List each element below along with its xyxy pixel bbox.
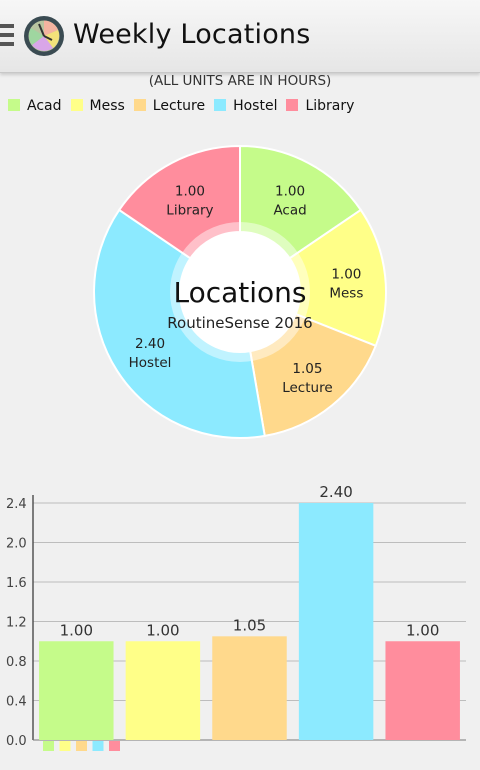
legend-label: Acad — [27, 98, 62, 114]
legend-label: Library — [305, 98, 354, 114]
bar-value-label: 1.05 — [233, 616, 266, 634]
legend-swatch — [286, 99, 298, 111]
bar-value-label: 1.00 — [60, 621, 93, 639]
app-title: Weekly Locations — [73, 19, 311, 50]
bar-value-label: 2.40 — [319, 483, 352, 501]
bar-chart[interactable]: 0.0 0.4 0.8 1.2 1.6 2.0 2.4 1.00 1.00 1.05 2.40 1.0… — [0, 480, 480, 770]
chart-legend: Acad Mess Lecture Hostel Library — [8, 95, 363, 113]
legend-item-acad: Acad — [8, 98, 62, 114]
y-tick-label: 0.4 — [6, 695, 27, 710]
pie-value-label: 1.00 — [175, 183, 205, 199]
y-tick-label: 0.0 — [6, 734, 27, 749]
pie-category-label: Lecture — [282, 380, 332, 396]
bar-value-label: 1.00 — [406, 621, 439, 639]
legend-swatch — [71, 99, 83, 111]
pie-value-label: 2.40 — [135, 336, 165, 352]
legend-label: Mess — [90, 98, 125, 114]
pie-category-label: Library — [166, 202, 213, 218]
bar-value-label: 1.00 — [146, 621, 179, 639]
legend-swatch — [214, 99, 226, 111]
pie-value-label: 1.00 — [275, 183, 305, 199]
mini-legend-swatch-library — [109, 741, 120, 751]
legend-item-mess: Mess — [71, 98, 125, 114]
donut-center-subtitle: RoutineSense 2016 — [0, 314, 480, 332]
bar-hostel[interactable] — [299, 503, 373, 740]
bar-lecture[interactable] — [212, 636, 286, 740]
bar-acad[interactable] — [39, 641, 113, 740]
mini-legend-swatch-acad — [43, 741, 54, 751]
legend-swatch — [8, 99, 20, 111]
y-tick-label: 1.2 — [6, 616, 27, 631]
mini-legend-swatch-lecture — [76, 741, 87, 751]
legend-item-lecture: Lecture — [134, 98, 205, 114]
mini-legend-swatch-hostel — [93, 741, 104, 751]
legend-label: Hostel — [233, 98, 277, 114]
pie-value-label: 1.05 — [292, 361, 322, 377]
y-tick-label: 2.0 — [6, 537, 27, 552]
bar-library[interactable] — [385, 641, 459, 740]
legend-swatch — [134, 99, 146, 111]
pie-category-label: Hostel — [129, 355, 172, 371]
app-logo-icon[interactable] — [23, 15, 65, 57]
mini-legend-swatch-mess — [60, 741, 71, 751]
legend-item-library: Library — [286, 98, 354, 114]
y-tick-label: 0.8 — [6, 655, 27, 670]
menu-icon[interactable] — [0, 24, 14, 46]
legend-label: Lecture — [153, 98, 205, 114]
y-tick-label: 1.6 — [6, 576, 27, 591]
pie-category-label: Acad — [273, 202, 306, 218]
legend-item-hostel: Hostel — [214, 98, 277, 114]
y-tick-label: 2.4 — [6, 497, 27, 512]
donut-center-title: Locations — [0, 276, 480, 309]
units-note: (ALL UNITS ARE IN HOURS) — [0, 73, 480, 89]
action-bar: Weekly Locations — [0, 0, 480, 73]
bar-mess[interactable] — [126, 641, 200, 740]
